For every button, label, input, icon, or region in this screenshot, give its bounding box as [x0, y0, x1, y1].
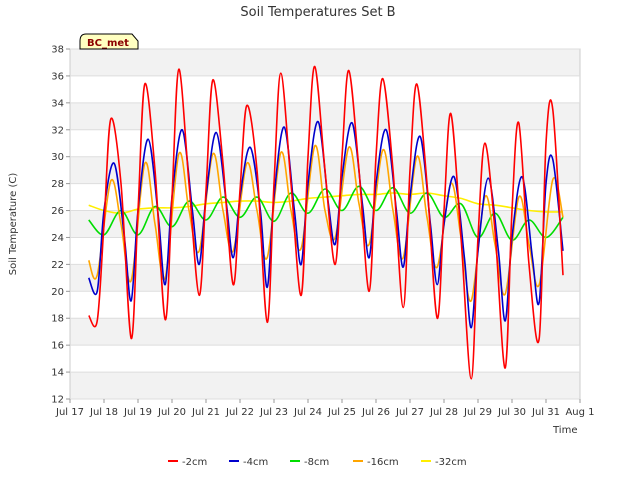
y-tick-label: 26 — [51, 206, 64, 217]
legend-label: -8cm — [304, 457, 329, 468]
legend-label: -4cm — [243, 457, 268, 468]
legend-label: -32cm — [435, 457, 467, 468]
x-tick-label: Jul 28 — [429, 407, 458, 418]
x-tick-label: Jul 20 — [157, 407, 186, 418]
legend: -2cm -4cm -8cm -16cm -32cm — [168, 457, 467, 468]
grid-bands — [70, 49, 580, 399]
y-tick-label: 22 — [51, 260, 64, 271]
series-lines — [87, 65, 564, 380]
legend-label: -2cm — [182, 457, 207, 468]
series-line-2cm — [88, 65, 564, 380]
x-tick-label: Jul 21 — [191, 407, 220, 418]
y-axis-label: Soil Temperature (C) — [8, 173, 19, 276]
series-line-16cm — [87, 145, 564, 302]
grid-band — [70, 372, 580, 399]
legend-label: -16cm — [367, 457, 399, 468]
x-tick-label: Jul 17 — [55, 407, 84, 418]
chart-title: Soil Temperatures Set B — [240, 5, 395, 20]
x-tick-label: Jul 22 — [225, 407, 254, 418]
site-badge-shape — [79, 33, 139, 50]
x-tick-label: Jul 18 — [89, 407, 118, 418]
x-tick-label: Jul 30 — [497, 407, 526, 418]
y-tick-label: 32 — [51, 125, 64, 136]
y-axis: 12 14 16 18 20 22 24 26 28 30 32 34 36 38 — [51, 45, 70, 406]
x-tick-label: Jul 23 — [259, 407, 288, 418]
y-tick-label: 30 — [51, 152, 64, 163]
x-tick-label: Jul 31 — [531, 407, 560, 418]
x-tick-label: Aug 1 — [565, 407, 594, 418]
grid-band — [70, 102, 580, 130]
y-tick-label: 24 — [51, 233, 64, 244]
y-tick-label: 38 — [51, 45, 64, 56]
x-tick-label: Jul 27 — [395, 407, 424, 418]
y-tick-label: 16 — [51, 341, 64, 352]
x-tick-label: Jul 25 — [327, 407, 356, 418]
y-tick-label: 36 — [51, 71, 64, 82]
y-tick-label: 34 — [51, 98, 64, 109]
x-tick-label: Jul 26 — [361, 407, 390, 418]
y-tick-label: 20 — [51, 287, 64, 298]
grid-band — [70, 210, 580, 238]
x-axis: Jul 17 Jul 18 Jul 19 Jul 20 Jul 21 Jul 22 Jul … — [55, 399, 595, 418]
grid-band — [70, 49, 580, 76]
x-tick-label: Jul 19 — [123, 407, 152, 418]
y-tick-label: 18 — [51, 314, 64, 325]
x-tick-label: Jul 24 — [293, 407, 322, 418]
site-badge-label: BC_met — [87, 38, 129, 49]
y-tick-label: 14 — [51, 368, 64, 379]
grid-band — [70, 318, 580, 346]
x-axis-label: Time — [552, 425, 577, 436]
site-badge: BC_met — [79, 33, 139, 50]
grid-band — [70, 264, 580, 292]
x-tick-label: Jul 29 — [463, 407, 492, 418]
series-line-8cm — [88, 185, 564, 241]
y-tick-label: 12 — [51, 395, 64, 406]
y-tick-label: 28 — [51, 179, 64, 190]
